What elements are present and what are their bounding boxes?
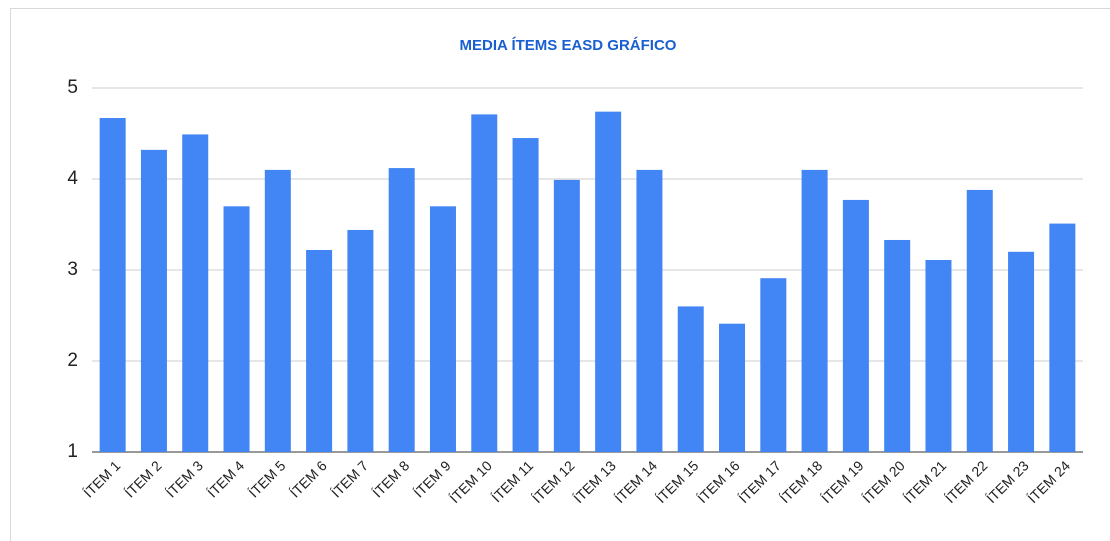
bar — [264, 169, 291, 452]
bar — [966, 189, 993, 453]
bar — [429, 206, 456, 452]
bar — [677, 306, 704, 452]
bar — [553, 179, 580, 452]
y-tick-label: 3 — [67, 259, 78, 280]
bar — [884, 239, 911, 452]
bar — [842, 199, 869, 452]
bar — [99, 118, 126, 452]
bar — [182, 134, 209, 452]
bar — [1049, 223, 1076, 452]
y-tick-label: 4 — [67, 168, 78, 189]
bar — [223, 206, 250, 452]
bar — [801, 169, 828, 452]
bar — [347, 229, 374, 452]
bar — [388, 168, 415, 452]
bar — [719, 323, 746, 452]
bar — [760, 278, 787, 452]
bar — [925, 259, 952, 452]
y-tick-label: 5 — [67, 77, 78, 98]
bar — [636, 169, 663, 452]
bar — [512, 138, 539, 453]
y-tick-label: 2 — [67, 350, 78, 371]
bar — [1008, 251, 1035, 452]
bar — [471, 114, 498, 452]
bar — [306, 249, 333, 452]
y-tick-label: 1 — [67, 441, 78, 462]
chart-title: MEDIA ÍTEMS EASD GRÁFICO — [460, 37, 677, 54]
bar — [595, 111, 622, 452]
bar — [140, 149, 167, 452]
